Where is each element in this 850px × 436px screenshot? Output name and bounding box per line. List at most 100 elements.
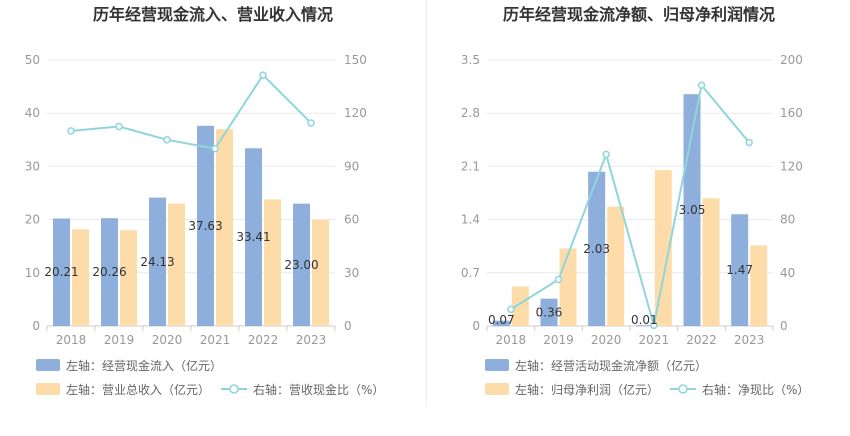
line-point[interactable] bbox=[745, 138, 753, 147]
bar-data-label: 37.63 bbox=[188, 219, 222, 233]
left-axis-tick: 0.7 bbox=[461, 266, 480, 280]
bar-data-label: 1.47 bbox=[726, 263, 753, 277]
bar-series-1[interactable] bbox=[149, 197, 166, 326]
right-axis-tick: 90 bbox=[344, 159, 359, 173]
line-point[interactable] bbox=[259, 71, 267, 79]
left-axis-tick: 50 bbox=[25, 53, 40, 67]
x-axis-tick: 2022 bbox=[686, 333, 717, 347]
bar-series-1[interactable] bbox=[53, 218, 70, 326]
left-axis-tick: 3.5 bbox=[461, 53, 480, 67]
bar-data-label: 20.21 bbox=[44, 265, 78, 279]
line-point[interactable] bbox=[554, 275, 563, 284]
legend-swatch-marker bbox=[678, 384, 688, 394]
bar-series-2[interactable] bbox=[750, 245, 768, 326]
x-axis-tick: 2023 bbox=[296, 333, 327, 347]
x-axis-tick: 2020 bbox=[591, 333, 622, 347]
bar-series-1[interactable] bbox=[245, 148, 262, 326]
line-series bbox=[510, 83, 750, 326]
right-axis-tick: 200 bbox=[780, 53, 803, 67]
bar-data-label: 20.26 bbox=[92, 265, 126, 279]
legend-label-series-3: 右轴：营收现金比（%） bbox=[253, 382, 384, 397]
line-point[interactable] bbox=[602, 150, 610, 159]
x-axis-tick: 2021 bbox=[200, 333, 231, 347]
x-axis-tick: 2019 bbox=[104, 333, 135, 347]
legend-label-series-2: 左轴：营业总收入（亿元） bbox=[66, 382, 210, 397]
right-axis-tick: 30 bbox=[344, 266, 359, 280]
legend-swatch-marker bbox=[229, 384, 239, 394]
legend-label-series-3: 右轴：净现比（%） bbox=[702, 382, 809, 397]
bar-series-2[interactable] bbox=[216, 129, 233, 326]
bar-series-1[interactable] bbox=[588, 171, 606, 326]
line-point[interactable] bbox=[115, 122, 123, 131]
bar-data-label: 3.05 bbox=[679, 203, 706, 217]
legend-swatch-series-2[interactable] bbox=[485, 383, 509, 395]
right-axis-tick: 40 bbox=[780, 266, 795, 280]
bar-series-2[interactable] bbox=[168, 203, 185, 326]
bar-series-2[interactable] bbox=[702, 198, 720, 326]
left-axis-tick: 20 bbox=[25, 213, 40, 227]
legend-swatch-series-2[interactable] bbox=[36, 383, 60, 395]
x-axis-tick: 2023 bbox=[734, 333, 765, 347]
bar-series-1[interactable] bbox=[635, 325, 653, 326]
bar-data-label: 23.00 bbox=[284, 258, 318, 272]
left-axis-tick: 0 bbox=[472, 319, 480, 333]
bar-data-label: 33.41 bbox=[236, 230, 270, 244]
bar-series-1[interactable] bbox=[492, 320, 510, 326]
legend-label-series-2: 左轴：归母净利润（亿元） bbox=[515, 382, 659, 397]
legend-label-series-1: 左轴：经营现金流入（亿元） bbox=[66, 358, 222, 373]
line-point[interactable] bbox=[163, 136, 171, 144]
left-axis-tick: 40 bbox=[25, 106, 40, 120]
bar-data-label: 0.07 bbox=[488, 313, 515, 327]
left-axis-tick: 2.1 bbox=[461, 159, 480, 173]
bar-series-2[interactable] bbox=[607, 206, 625, 326]
bar-series-1[interactable] bbox=[197, 125, 214, 326]
bar-data-label: 0.36 bbox=[536, 305, 563, 319]
bar-series-1[interactable] bbox=[101, 218, 118, 326]
line-point[interactable] bbox=[507, 305, 515, 314]
bar-series-1[interactable] bbox=[293, 203, 310, 326]
bar-series-2[interactable] bbox=[511, 286, 529, 326]
panel-divider bbox=[426, 0, 427, 406]
bar-series-2[interactable] bbox=[654, 170, 672, 326]
bar-series-2[interactable] bbox=[312, 219, 329, 326]
left-axis-tick: 2.8 bbox=[461, 106, 480, 120]
legend-swatch-series-1[interactable] bbox=[36, 359, 60, 371]
bar-data-label: 0.01 bbox=[631, 313, 658, 327]
left-axis-tick: 0 bbox=[32, 319, 40, 333]
x-axis-tick: 2018 bbox=[496, 333, 527, 347]
right-axis-tick: 120 bbox=[780, 159, 803, 173]
bar-series-1[interactable] bbox=[731, 214, 749, 326]
line-point[interactable] bbox=[650, 321, 658, 330]
x-axis-tick: 2018 bbox=[56, 333, 87, 347]
right-axis-tick: 150 bbox=[344, 53, 367, 67]
x-axis-tick: 2020 bbox=[152, 333, 183, 347]
x-axis-tick: 2022 bbox=[248, 333, 279, 347]
legend-label-series-1: 左轴：经营活动现金流净额（亿元） bbox=[515, 358, 707, 373]
right-axis-tick: 80 bbox=[780, 213, 795, 227]
legend-swatch-series-1[interactable] bbox=[485, 359, 509, 371]
left-axis-tick: 30 bbox=[25, 159, 40, 173]
bar-series-2[interactable] bbox=[72, 229, 89, 326]
line-series bbox=[70, 73, 312, 150]
right-axis-tick: 0 bbox=[780, 319, 788, 333]
right-axis-tick: 60 bbox=[344, 213, 359, 227]
right-axis-tick: 160 bbox=[780, 106, 803, 120]
bar-data-label: 24.13 bbox=[140, 255, 174, 269]
bar-series-2[interactable] bbox=[264, 199, 281, 326]
x-axis-tick: 2021 bbox=[639, 333, 670, 347]
line-point[interactable] bbox=[697, 81, 706, 90]
x-axis-tick: 2019 bbox=[543, 333, 574, 347]
line-point[interactable] bbox=[67, 127, 75, 135]
left-axis-tick: 1.4 bbox=[461, 213, 480, 227]
right-axis-tick: 120 bbox=[344, 106, 367, 120]
left-axis-tick: 10 bbox=[25, 266, 40, 280]
chart-title: 历年经营现金流入、营业收入情况 bbox=[93, 5, 333, 24]
bar-series-2[interactable] bbox=[120, 230, 137, 326]
bar-data-label: 2.03 bbox=[583, 242, 610, 256]
line-point[interactable] bbox=[211, 144, 219, 153]
right-axis-tick: 0 bbox=[344, 319, 352, 333]
line-point[interactable] bbox=[307, 119, 315, 127]
bar-series-1[interactable] bbox=[540, 298, 558, 326]
